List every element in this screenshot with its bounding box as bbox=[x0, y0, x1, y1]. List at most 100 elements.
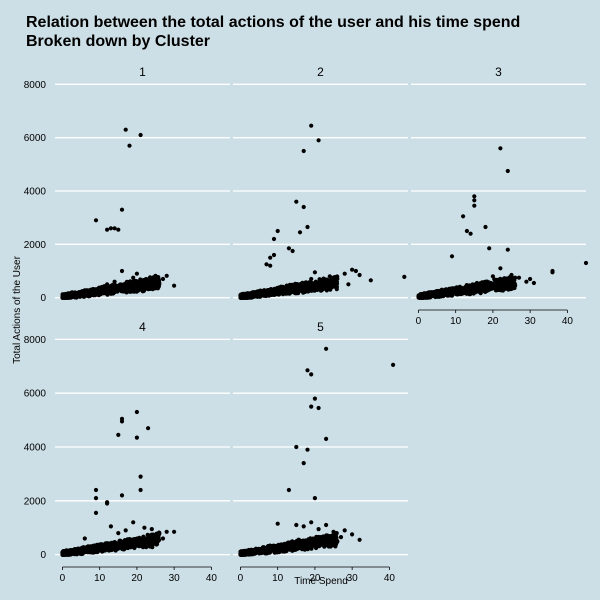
data-point bbox=[316, 405, 321, 411]
data-point bbox=[324, 288, 329, 293]
panel-strip-label: 3 bbox=[495, 65, 502, 79]
data-point bbox=[91, 289, 96, 294]
data-point bbox=[524, 279, 529, 284]
data-point bbox=[350, 532, 355, 537]
data-point bbox=[417, 293, 422, 298]
data-point bbox=[320, 279, 325, 284]
data-point bbox=[505, 168, 510, 174]
data-point bbox=[357, 272, 362, 278]
data-point bbox=[294, 543, 299, 548]
data-point bbox=[509, 272, 514, 278]
data-point bbox=[294, 199, 299, 204]
data-point bbox=[119, 419, 125, 424]
data-point bbox=[130, 284, 135, 289]
data-point bbox=[82, 536, 87, 541]
data-point bbox=[136, 284, 141, 289]
data-point bbox=[107, 285, 113, 290]
data-point bbox=[275, 521, 280, 526]
data-point bbox=[286, 487, 291, 493]
data-point bbox=[126, 287, 131, 292]
data-point bbox=[138, 474, 143, 479]
data-point bbox=[82, 290, 87, 295]
panel-strip-label: 1 bbox=[139, 65, 146, 79]
data-point bbox=[268, 255, 273, 260]
data-point bbox=[268, 263, 273, 268]
data-point bbox=[93, 496, 99, 501]
data-point bbox=[455, 291, 460, 296]
data-point bbox=[256, 549, 261, 555]
data-point bbox=[490, 274, 495, 279]
data-point bbox=[346, 282, 351, 287]
data-point bbox=[327, 282, 332, 287]
data-point bbox=[264, 262, 269, 267]
data-point bbox=[498, 146, 503, 151]
data-point bbox=[83, 549, 88, 554]
y-tick-label: 8000 bbox=[24, 80, 47, 91]
data-point bbox=[328, 543, 333, 548]
point-cloud bbox=[238, 274, 340, 300]
data-point bbox=[338, 535, 344, 540]
data-point bbox=[281, 547, 286, 553]
data-point bbox=[127, 143, 132, 148]
data-point bbox=[433, 293, 438, 298]
data-point bbox=[316, 527, 321, 532]
data-point bbox=[312, 270, 317, 275]
data-point bbox=[327, 286, 333, 291]
data-point bbox=[153, 533, 158, 538]
data-point bbox=[301, 541, 306, 546]
data-point bbox=[112, 226, 117, 231]
data-point bbox=[245, 295, 251, 300]
data-point bbox=[444, 293, 449, 298]
data-point bbox=[493, 278, 498, 284]
point-cloud bbox=[416, 274, 518, 300]
data-point bbox=[93, 218, 99, 223]
data-point bbox=[462, 288, 468, 293]
y-axis-title: Total Actions of the User bbox=[12, 255, 23, 364]
data-point bbox=[306, 281, 311, 286]
data-point bbox=[297, 230, 303, 235]
data-point bbox=[305, 447, 310, 452]
x-tick-label: 40 bbox=[562, 316, 574, 327]
data-point bbox=[60, 552, 65, 557]
data-point bbox=[350, 267, 355, 272]
x-tick-label: 30 bbox=[525, 316, 537, 327]
data-point bbox=[74, 293, 79, 298]
data-point bbox=[468, 231, 473, 236]
data-point bbox=[63, 292, 68, 297]
data-point bbox=[73, 548, 78, 554]
data-point bbox=[299, 285, 304, 290]
data-point bbox=[156, 284, 161, 289]
data-point bbox=[335, 539, 340, 544]
data-point bbox=[243, 552, 248, 557]
data-point bbox=[105, 544, 110, 549]
data-point bbox=[119, 268, 125, 274]
chart-title: Relation between the total actions of th… bbox=[26, 14, 520, 31]
data-point bbox=[391, 362, 396, 367]
data-point bbox=[464, 228, 469, 234]
y-tick-label: 0 bbox=[40, 293, 46, 304]
data-point bbox=[252, 549, 257, 554]
data-point bbox=[267, 288, 272, 293]
data-point bbox=[496, 277, 501, 282]
data-point bbox=[285, 545, 290, 551]
data-point bbox=[286, 246, 291, 251]
data-point bbox=[86, 545, 92, 551]
data-point bbox=[70, 291, 75, 296]
data-point bbox=[131, 275, 136, 280]
data-point bbox=[505, 247, 510, 252]
data-point bbox=[69, 294, 74, 299]
data-point bbox=[108, 226, 113, 231]
data-point bbox=[461, 214, 466, 219]
data-point bbox=[319, 287, 324, 292]
data-point bbox=[141, 541, 146, 546]
y-tick-label: 2000 bbox=[24, 496, 47, 507]
y-tick-label: 4000 bbox=[24, 443, 47, 454]
data-point bbox=[528, 276, 533, 282]
data-point bbox=[134, 271, 139, 276]
data-point bbox=[550, 270, 555, 275]
data-point bbox=[296, 289, 301, 294]
data-point bbox=[480, 286, 485, 291]
data-point bbox=[138, 132, 143, 138]
